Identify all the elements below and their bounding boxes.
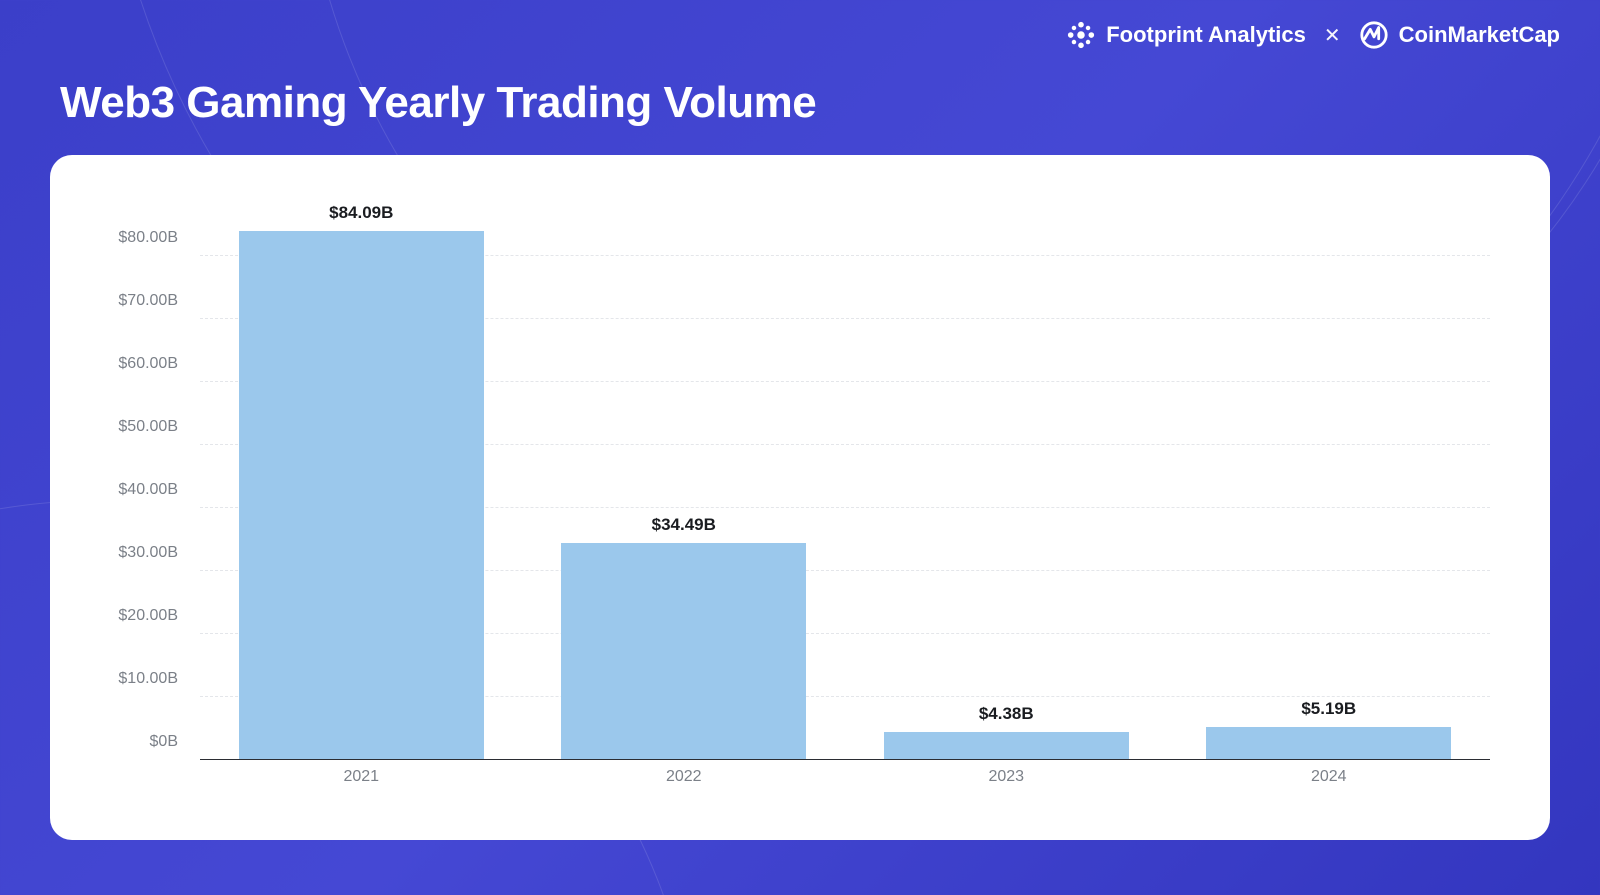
page-title: Web3 Gaming Yearly Trading Volume xyxy=(60,78,816,128)
y-axis-label: $70.00B xyxy=(90,292,190,310)
bar-value-label: $34.49B xyxy=(652,515,716,535)
bar: $5.19B xyxy=(1206,727,1451,760)
plot-area: $84.09B $34.49B $4.38B $5.19B xyxy=(200,225,1490,760)
brand-separator: ✕ xyxy=(1324,23,1341,48)
bar-value-label: $5.19B xyxy=(1301,699,1356,719)
coinmarketcap-icon xyxy=(1359,20,1389,50)
y-axis-label: $20.00B xyxy=(90,607,190,625)
bar-slot: $5.19B xyxy=(1168,225,1491,760)
bars-container: $84.09B $34.49B $4.38B $5.19B xyxy=(200,225,1490,760)
y-axis-label: $30.00B xyxy=(90,544,190,562)
bar-value-label: $4.38B xyxy=(979,704,1034,724)
bar-slot: $84.09B xyxy=(200,225,523,760)
bar: $34.49B xyxy=(561,543,806,760)
bar: $84.09B xyxy=(239,231,484,760)
footprint-icon xyxy=(1066,20,1096,50)
y-axis-label: $50.00B xyxy=(90,418,190,436)
y-axis-label: $40.00B xyxy=(90,481,190,499)
y-axis-label: $60.00B xyxy=(90,355,190,373)
x-axis-label: 2021 xyxy=(200,768,523,798)
x-axis-label: 2022 xyxy=(523,768,846,798)
brand-footprint: Footprint Analytics xyxy=(1066,20,1306,50)
brand-footprint-label: Footprint Analytics xyxy=(1106,22,1306,48)
brand-coinmarketcap: CoinMarketCap xyxy=(1359,20,1560,50)
y-axis-label: $0B xyxy=(90,733,190,751)
x-axis-label: 2024 xyxy=(1168,768,1491,798)
y-axis-label: $80.00B xyxy=(90,229,190,247)
header-brands: Footprint Analytics ✕ CoinMarketCap xyxy=(1066,20,1560,50)
brand-coinmarketcap-label: CoinMarketCap xyxy=(1399,22,1560,48)
x-axis-labels: 2021202220232024 xyxy=(200,768,1490,798)
x-axis-label: 2023 xyxy=(845,768,1168,798)
bar-slot: $34.49B xyxy=(523,225,846,760)
bar-chart: $0B $10.00B $20.00B $30.00B $40.00B $50.00B $6… xyxy=(90,195,1510,810)
bar-value-label: $84.09B xyxy=(329,203,393,223)
x-axis-line xyxy=(200,759,1490,760)
chart-card: $0B $10.00B $20.00B $30.00B $40.00B $50.00B $6… xyxy=(50,155,1550,840)
y-axis-label: $10.00B xyxy=(90,670,190,688)
bar: $4.38B xyxy=(884,732,1129,760)
bar-slot: $4.38B xyxy=(845,225,1168,760)
